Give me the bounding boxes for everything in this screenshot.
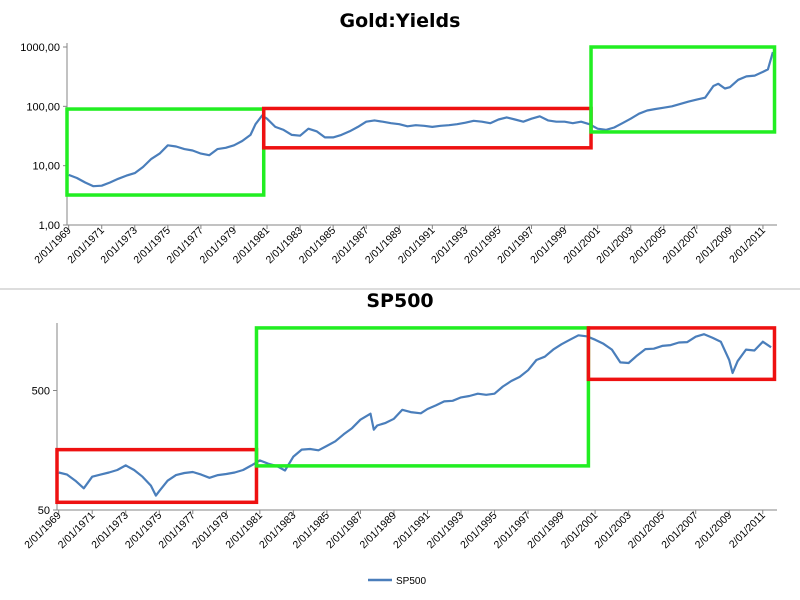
x-tick-label: 2/01/2011 — [727, 510, 768, 551]
x-tick-label: 2/01/2011 — [727, 225, 768, 266]
y-tick-label: 1000,00 — [20, 42, 60, 54]
y-tick-label: 500 — [32, 386, 50, 398]
red-highlight-box — [586, 326, 777, 382]
chart-title: SP500 — [366, 290, 433, 312]
sp500-chart: SP500 SP500 505002/01/19692/01/19712/01/… — [22, 290, 777, 587]
green-highlight-box — [65, 107, 266, 197]
y-tick-label: 10,00 — [32, 161, 60, 173]
green-highlight-box — [589, 45, 777, 134]
gold-yields-chart: Gold:Yields 1,0010,00100,001000,002/01/1… — [20, 10, 777, 266]
red-highlight-box — [55, 447, 259, 505]
x-tick-label: 2/01/2009 — [693, 510, 735, 552]
y-tick-label: 1,00 — [39, 220, 60, 232]
series-line — [68, 51, 774, 188]
legend-label: SP500 — [396, 576, 426, 587]
legend: SP500 — [368, 576, 426, 587]
chart-title: Gold:Yields — [340, 10, 461, 32]
red-highlight-box — [261, 106, 593, 150]
series-line — [58, 333, 772, 497]
green-highlight-box — [254, 326, 591, 468]
y-tick-label: 50 — [38, 505, 50, 517]
y-tick-label: 100,00 — [26, 101, 60, 113]
